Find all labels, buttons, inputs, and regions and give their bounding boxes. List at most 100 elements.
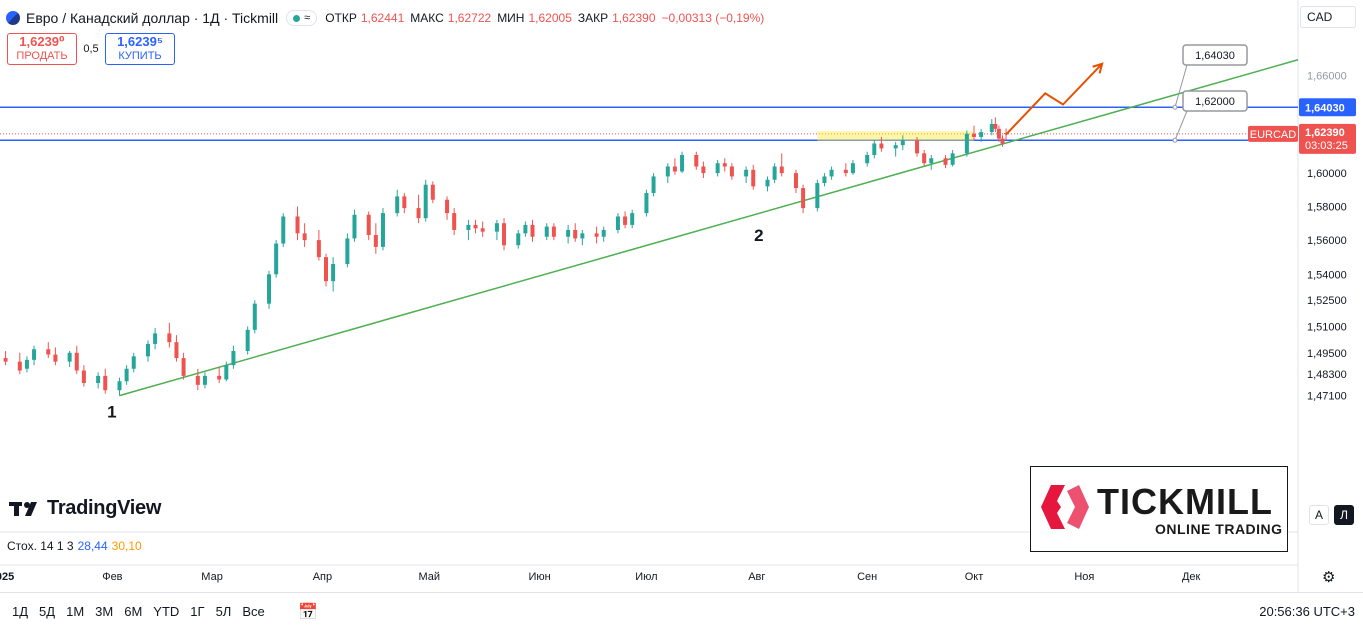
time-tick-label: Ноя [1074,571,1094,583]
candle-body [96,375,101,384]
auto-scale-button[interactable]: A [1309,505,1329,525]
candle [231,345,236,369]
candle-body [395,196,400,214]
range-1m[interactable]: 1М [66,604,85,619]
candle-body [302,233,307,241]
candle [573,223,578,242]
time-tick-label: Авг [748,571,765,583]
forecast-arrowhead [1092,62,1104,74]
candle-body [516,233,521,246]
price-level-tag [1299,98,1356,117]
wave-point-label: 1 [107,403,116,422]
candle [281,213,286,247]
level-callout-anchor [1172,104,1178,110]
candle-body [772,166,777,180]
market-status-pill[interactable]: ≈ [286,10,318,26]
candle [81,365,86,387]
candle-body [843,169,848,174]
candle-body [131,356,136,369]
candle [224,361,229,382]
candle [295,206,300,241]
range-5y[interactable]: 5Л [215,604,232,619]
range-6m[interactable]: 6М [124,604,143,619]
support-zone [817,131,974,142]
buy-price: 1,6239⁵ [117,34,163,49]
range-1y[interactable]: 1Г [190,604,205,619]
candle [395,189,400,217]
indicator-value-k: 28,44 [77,539,108,553]
sell-button[interactable]: 1,6239⁰ ПРОДАТЬ [7,33,77,65]
current-price-countdown: 03:03:25 [1305,140,1348,152]
candle [623,211,628,229]
candle-body [3,358,8,362]
candle [416,194,421,224]
candle [943,154,948,169]
settings-gear-icon[interactable]: ⚙ [1322,569,1336,586]
candle [352,209,357,242]
candle [744,166,749,184]
range-all[interactable]: Все [242,604,265,619]
candles-group [3,117,1009,396]
candle [402,193,407,214]
candle-body [81,370,86,384]
log-scale-button[interactable]: Л [1334,505,1354,525]
price-tick-label: 1,54000 [1307,269,1347,281]
candle [530,219,535,242]
range-ytd[interactable]: YTD [153,604,180,619]
range-3m[interactable]: 3М [95,604,114,619]
candle-body [680,154,685,172]
candle-body [715,163,720,174]
range-5d[interactable]: 5Д [39,604,56,619]
candle [245,326,250,355]
candle [124,365,129,385]
buy-button[interactable]: 1,6239⁵ КУПИТЬ [105,33,175,65]
price-tick-label: 1,49500 [1307,348,1347,360]
candle-body [466,224,471,230]
candle-body [46,349,51,355]
candle [765,176,770,192]
price-chart[interactable]: 1,60000 1,58000 1,56000 1,54000 1,52500 1,510… [0,0,1363,592]
tradingview-logo[interactable]: TradingView [9,497,161,520]
candle-body [729,166,734,177]
candle-body [580,233,585,239]
level-callout-connector [1174,64,1188,108]
candle-body [117,381,122,391]
candle-body [103,375,108,391]
candle [729,163,734,180]
candle-body [145,343,150,357]
candle [96,372,101,389]
ohlc-change-value: −0,00313 (−0,19%) [661,11,765,25]
candle [167,322,172,348]
candle-body [943,158,948,165]
currency-selector[interactable]: CAD [1300,6,1356,28]
candle [430,181,435,204]
price-tick-label: 1,48300 [1307,369,1347,381]
candle [566,224,571,244]
candle-body [601,229,606,237]
candle-body [979,132,984,137]
candle [972,125,976,141]
utc-clock[interactable]: 20:56:36 UTC+3 [1259,604,1355,619]
candle [694,151,699,170]
candle-body [779,166,784,174]
candle [202,372,207,389]
candle [644,189,649,217]
candle [615,213,620,234]
candle [380,208,385,251]
candle [922,150,927,167]
candle-body [17,361,22,371]
candle [480,221,485,237]
ohlc-open-value: 1,62441 [360,11,405,25]
range-1d[interactable]: 1Д [12,604,29,619]
range-selector: 1Д 5Д 1М 3М 6М YTD 1Г 5Л Все [12,604,265,619]
stochastic-indicator-legend[interactable]: Стох. 14 1 3 28,44 30,10 [7,539,142,553]
candle-body [452,213,457,230]
candle-body [722,163,727,167]
ohlc-low-value: 1,62005 [528,11,572,25]
candle [850,159,855,175]
forecast-path [1005,63,1103,136]
date-range-calendar-icon[interactable]: 📅 [298,604,318,621]
tickmill-brand-tagline: ONLINE TRADING [1155,521,1283,537]
candle [324,253,328,287]
chart-title[interactable]: Евро / Канадский доллар · 1Д · Tickmill [26,10,279,26]
